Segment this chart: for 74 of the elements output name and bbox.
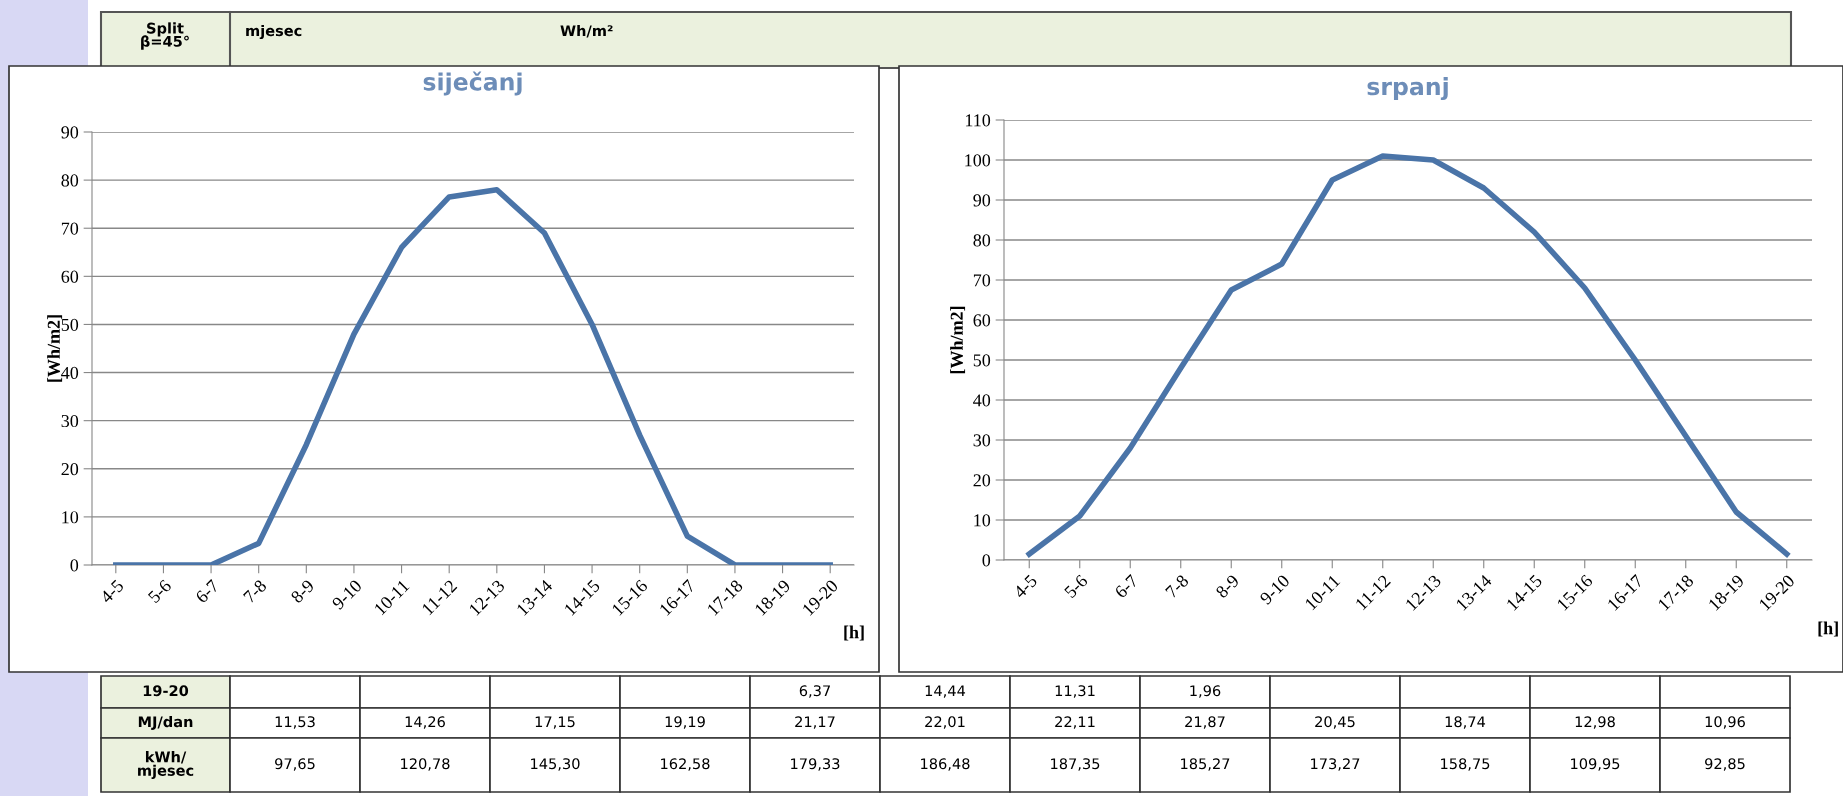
x-tick-label: 4-5 bbox=[1012, 574, 1038, 599]
x-tick-label: 9-10 bbox=[1259, 574, 1291, 606]
y-tick-label: 50 bbox=[973, 354, 991, 367]
text: 18,74 bbox=[1445, 716, 1486, 729]
text: 12,98 bbox=[1575, 716, 1615, 729]
y-axis-title: [Wh/m2] bbox=[47, 315, 63, 382]
y-tick-label: 40 bbox=[61, 366, 79, 379]
text: Split β=45° bbox=[141, 22, 189, 50]
y-tick-label: 20 bbox=[61, 463, 79, 476]
text: 187,35 bbox=[1051, 758, 1100, 771]
y-tick-label: 20 bbox=[973, 474, 991, 487]
y-axis-title: [Wh/m2] bbox=[950, 306, 966, 374]
text: 20,45 bbox=[1315, 716, 1355, 729]
x-tick-label: 9-10 bbox=[331, 579, 363, 611]
y-tick-label: 0 bbox=[70, 559, 79, 572]
text: Wh/m² bbox=[560, 24, 613, 38]
chart-title: srpanj bbox=[1367, 77, 1448, 101]
y-tick-label: 50 bbox=[61, 318, 79, 331]
text: 14,44 bbox=[925, 685, 966, 698]
y-tick-label: 100 bbox=[965, 154, 991, 167]
text: 185,27 bbox=[1181, 758, 1230, 771]
y-tick-label: 80 bbox=[61, 174, 79, 187]
y-tick-label: 40 bbox=[973, 394, 991, 407]
text: 21,87 bbox=[1185, 716, 1225, 729]
x-tick-label: 8-9 bbox=[1215, 574, 1240, 599]
text: 10,96 bbox=[1705, 716, 1745, 729]
text: 97,65 bbox=[275, 758, 315, 771]
text: 186,48 bbox=[921, 758, 970, 771]
text: 92,85 bbox=[1705, 758, 1745, 771]
x-tick-label: 8-9 bbox=[290, 579, 315, 604]
text: 158,75 bbox=[1441, 758, 1490, 771]
text: mjesec bbox=[246, 24, 302, 40]
text: 19,19 bbox=[665, 716, 705, 729]
category-label: 19-20 bbox=[143, 685, 189, 697]
text: 22,01 bbox=[925, 716, 965, 729]
text: 6,37 bbox=[799, 685, 830, 698]
y-tick-label: 10 bbox=[62, 511, 79, 524]
x-axis-title: [h] bbox=[844, 625, 864, 641]
text: 120,78 bbox=[401, 758, 450, 771]
text: 11,31 bbox=[1055, 685, 1095, 698]
text: 109,95 bbox=[1571, 758, 1620, 771]
text: 179,33 bbox=[791, 758, 840, 771]
x-tick-label: 7-8 bbox=[242, 579, 268, 604]
y-tick-label: 110 bbox=[965, 114, 991, 127]
y-tick-label: 30 bbox=[61, 414, 79, 428]
chart-title: siječanj bbox=[423, 71, 522, 96]
x-axis-title: [h] bbox=[1818, 621, 1838, 637]
y-tick-label: 70 bbox=[973, 274, 991, 287]
y-tick-label: 70 bbox=[61, 222, 79, 235]
text: 173,27 bbox=[1311, 758, 1360, 771]
text: 22,11 bbox=[1055, 716, 1095, 729]
y-tick-label: 30 bbox=[973, 434, 991, 447]
text: 14,26 bbox=[405, 716, 445, 729]
y-tick-label: 60 bbox=[973, 314, 991, 327]
x-tick-label: 6-7 bbox=[1114, 573, 1139, 599]
y-tick-label: 80 bbox=[973, 234, 991, 247]
text: 17,15 bbox=[535, 716, 575, 729]
text: 162,58 bbox=[661, 758, 710, 771]
x-tick-label: 6-7 bbox=[195, 578, 220, 604]
x-tick-label: 5-6 bbox=[147, 578, 173, 604]
text: 21,17 bbox=[795, 716, 835, 729]
x-tick-label: 5-6 bbox=[1063, 573, 1089, 599]
x-tick-label: 7-8 bbox=[1164, 574, 1190, 599]
y-tick-label: 0 bbox=[982, 554, 991, 567]
text: 145,30 bbox=[531, 758, 580, 771]
text: 1,96 bbox=[1190, 685, 1221, 698]
category-label: MJ/dan bbox=[138, 715, 193, 730]
y-tick-label: 90 bbox=[973, 194, 991, 207]
y-tick-label: 90 bbox=[61, 126, 79, 139]
x-tick-label: 4-5 bbox=[99, 579, 125, 604]
text: 11,53 bbox=[275, 716, 315, 729]
category-label: kWh/ mjesec bbox=[138, 751, 194, 779]
y-tick-label: 60 bbox=[61, 270, 79, 283]
y-tick-label: 10 bbox=[974, 514, 991, 527]
